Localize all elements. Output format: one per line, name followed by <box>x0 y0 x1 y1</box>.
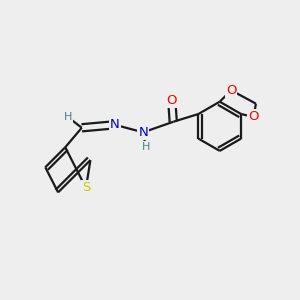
Text: O: O <box>226 84 236 97</box>
Text: O: O <box>167 94 177 107</box>
Text: N: N <box>110 118 120 131</box>
Text: O: O <box>248 110 259 124</box>
Text: S: S <box>82 182 90 194</box>
Text: H: H <box>64 112 72 122</box>
Text: H: H <box>142 142 150 152</box>
Text: N: N <box>138 126 148 139</box>
